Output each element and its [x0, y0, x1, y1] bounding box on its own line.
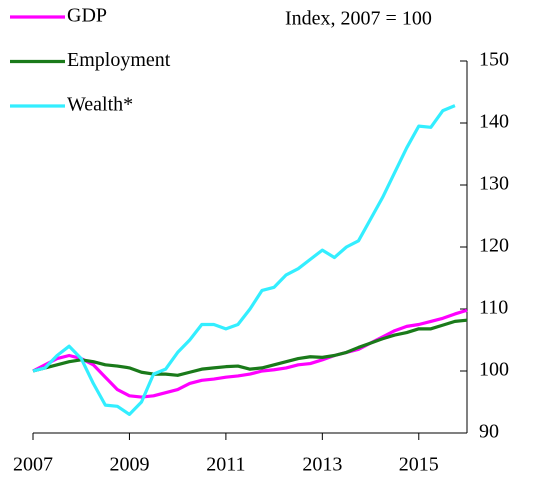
x-tick-label: 2013 — [302, 454, 342, 476]
legend-label: GDP — [67, 5, 107, 27]
x-tick-label: 2015 — [399, 454, 439, 476]
y-tick-label: 150 — [479, 49, 509, 71]
x-tick-label: 2007 — [13, 454, 53, 476]
y-tick-label: 110 — [479, 297, 508, 319]
series-line — [32, 104, 456, 416]
legend-label: Employment — [67, 49, 171, 71]
y-tick-label: 100 — [479, 359, 509, 381]
x-tick-label: 2011 — [206, 454, 245, 476]
legend-label: Wealth* — [67, 94, 133, 116]
y-tick-label: 140 — [479, 111, 509, 133]
series-line — [32, 318, 468, 377]
y-tick-label: 120 — [479, 235, 509, 257]
y-tick-label: 130 — [479, 173, 509, 195]
y-tick-label: 90 — [479, 421, 499, 443]
annotation: Index, 2007 = 100 — [285, 8, 432, 30]
x-tick-label: 2009 — [109, 454, 149, 476]
series-line — [32, 308, 468, 399]
